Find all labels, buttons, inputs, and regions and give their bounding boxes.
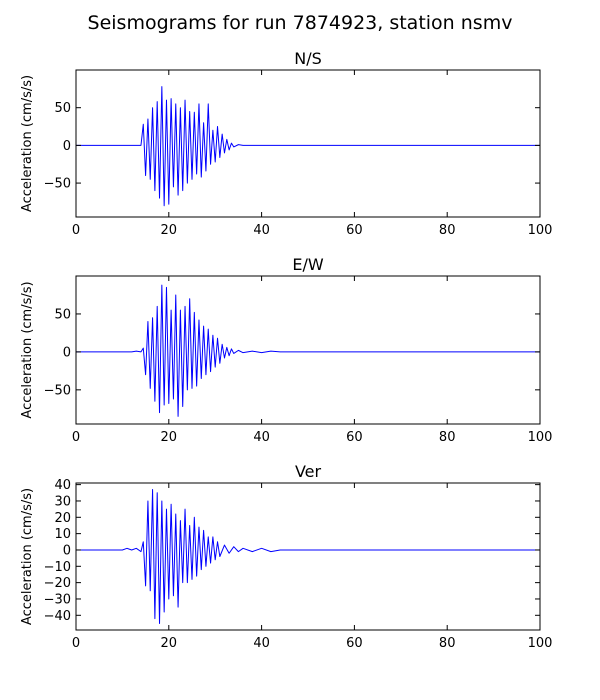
x-tick-label: 40 bbox=[253, 430, 270, 445]
y-tick-label: 10 bbox=[54, 527, 71, 542]
y-axis-label-ew: Acceleration (cm/s/s) bbox=[20, 281, 35, 418]
y-tick-label: −30 bbox=[44, 592, 71, 607]
panel-ew: E/W Acceleration (cm/s/s) 0 20 40 60 80 100 −50 0… bbox=[20, 255, 552, 445]
x-tick-label: 80 bbox=[439, 636, 456, 651]
y-tick-label: 0 bbox=[63, 345, 71, 360]
x-tick-label: 60 bbox=[346, 636, 363, 651]
panel-ns: N/S Acceleration (cm/s/s) 0 20 40 60 80 100 −50 0… bbox=[20, 49, 552, 238]
x-tick-label: 0 bbox=[72, 430, 80, 445]
x-tick-label: 20 bbox=[161, 430, 178, 445]
panel-title-ver: Ver bbox=[295, 462, 322, 481]
y-tick-label: −50 bbox=[44, 383, 71, 398]
plot-frame-ns bbox=[75, 69, 541, 218]
y-tick-label: 50 bbox=[54, 101, 71, 116]
y-tick-label: 40 bbox=[54, 478, 71, 493]
x-tick-label: 100 bbox=[528, 223, 553, 238]
y-axis-label-ns: Acceleration (cm/s/s) bbox=[20, 75, 35, 212]
x-tick-label: 60 bbox=[346, 430, 363, 445]
y-tick-label: 30 bbox=[54, 494, 71, 509]
figure-title: Seismograms for run 7874923, station nsm… bbox=[88, 12, 513, 34]
y-tick-label: −10 bbox=[44, 560, 71, 575]
x-tick-label: 0 bbox=[72, 636, 80, 651]
plot-frame-ew bbox=[75, 275, 541, 425]
x-tick-label: 60 bbox=[346, 223, 363, 238]
y-tick-label: −50 bbox=[44, 177, 71, 192]
series-line-ver bbox=[76, 489, 540, 624]
x-tick-label: 80 bbox=[439, 223, 456, 238]
x-tick-label: 80 bbox=[439, 430, 456, 445]
y-tick-label: −40 bbox=[44, 609, 71, 624]
y-tick-label: 0 bbox=[63, 543, 71, 558]
series-line-ns bbox=[76, 86, 540, 207]
y-axis-label-ver: Acceleration (cm/s/s) bbox=[20, 488, 35, 625]
x-tick-label: 40 bbox=[253, 636, 270, 651]
y-tick-label: 20 bbox=[54, 511, 71, 526]
plot-frame-ver bbox=[75, 482, 541, 631]
x-tick-label: 100 bbox=[528, 636, 553, 651]
x-tick-label: 0 bbox=[72, 223, 80, 238]
panel-title-ew: E/W bbox=[292, 255, 324, 274]
series-line-ew bbox=[76, 284, 540, 417]
x-tick-label: 40 bbox=[253, 223, 270, 238]
y-tick-label: 0 bbox=[63, 139, 71, 154]
y-tick-label: 50 bbox=[54, 307, 71, 322]
x-tick-label: 100 bbox=[528, 430, 553, 445]
x-tick-label: 20 bbox=[161, 636, 178, 651]
x-tick-label: 20 bbox=[161, 223, 178, 238]
y-tick-label: −20 bbox=[44, 576, 71, 591]
panel-title-ns: N/S bbox=[294, 49, 322, 68]
